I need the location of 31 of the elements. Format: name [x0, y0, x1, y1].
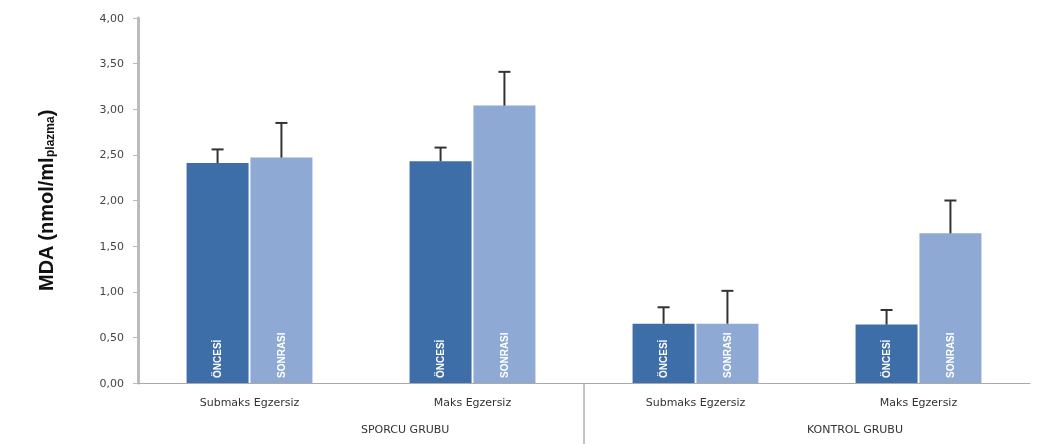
bar: [186, 163, 249, 383]
bar: [409, 161, 472, 383]
y-tick-label: 2,00: [99, 194, 124, 207]
series-label: SONRASI: [275, 332, 287, 378]
x-tick-label: Submaks Egzersiz: [199, 396, 300, 409]
series-label: ÖNCESİ: [211, 339, 224, 378]
bar: [473, 105, 536, 383]
text: SONRASI: [721, 332, 733, 378]
x-tick-label: Submaks Egzersiz: [645, 396, 746, 409]
bar: [696, 323, 759, 383]
y-tick-label: 0,50: [99, 330, 124, 344]
bar: [919, 233, 982, 383]
y-tick-label: 1,50: [99, 239, 124, 253]
y-tick-label: 4,00: [99, 11, 124, 25]
text: ÖNCESİ: [658, 339, 670, 378]
y-tick-label: 2,50: [99, 148, 124, 162]
y-tick-label: 3,00: [99, 102, 124, 116]
text: SONRASI: [498, 332, 510, 378]
text: SPORCU GRUBU: [361, 423, 450, 436]
text: ÖNCESİ: [881, 339, 893, 378]
bar: [250, 157, 313, 383]
x-tick-label: Maks Egzersiz: [433, 396, 512, 409]
text: ÖNCESİ: [435, 339, 447, 378]
bar: [632, 323, 695, 383]
text: KONTROL GRUBU: [807, 423, 903, 436]
y-tick-label: 0,00: [99, 376, 124, 390]
y-tick-label: 1,00: [99, 285, 124, 299]
y-tick-label: 3,50: [99, 57, 124, 71]
text: SONRASI: [944, 332, 956, 378]
x-tick-label: Maks Egzersiz: [879, 396, 958, 409]
bar: [855, 324, 918, 383]
